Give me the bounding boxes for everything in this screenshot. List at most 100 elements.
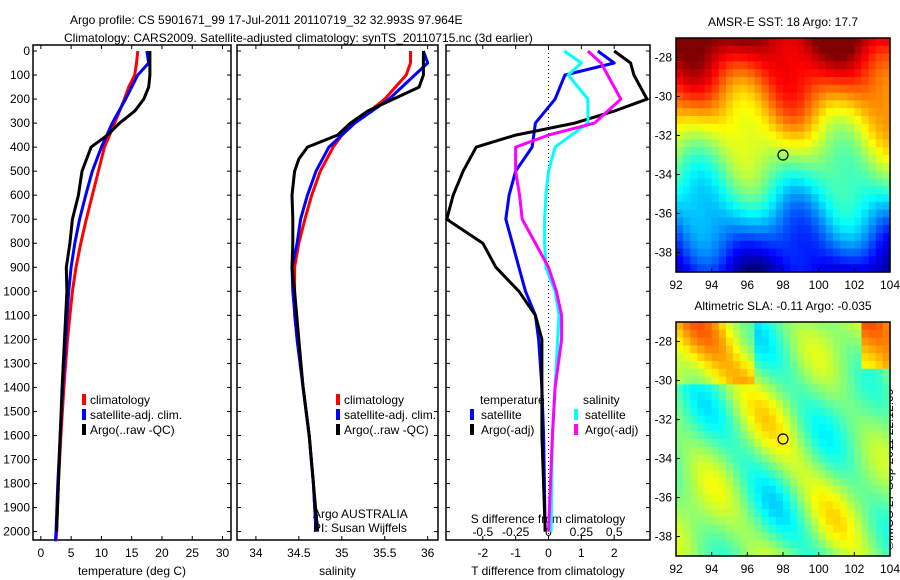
heatmap-cell (818, 178, 827, 187)
heatmap-cell (818, 517, 827, 526)
heatmap-cell (775, 100, 784, 109)
heatmap-cell (868, 100, 877, 109)
heatmap-cell (697, 217, 706, 226)
heatmap-cell (818, 446, 827, 456)
heatmap-cell (875, 92, 884, 101)
heatmap-cell (697, 454, 706, 463)
heatmap-cell (825, 186, 834, 195)
heatmap-cell (861, 61, 870, 70)
heatmap-cell (840, 123, 848, 133)
heatmap-cell (811, 194, 820, 203)
heatmap-cell (697, 439, 706, 448)
heatmap-cell (768, 493, 777, 502)
heatmap-cell (832, 155, 841, 164)
heatmap-cell (683, 84, 691, 94)
heatmap-cell (875, 201, 884, 211)
title-line-2: Climatology: CARS2009. Satellite-adjuste… (64, 31, 533, 45)
heatmap-cell (861, 233, 870, 242)
heatmap-cell (761, 201, 770, 211)
heatmap-cell (804, 53, 813, 62)
heatmap-cell (840, 322, 848, 331)
heatmap-cell (768, 92, 777, 101)
heatmap-cell (747, 100, 756, 109)
heatmap-cell (790, 209, 798, 218)
heatmap-cell (854, 485, 863, 495)
heatmap-cell (840, 201, 848, 211)
heatmap-cell (875, 376, 884, 385)
heatmap-cell (825, 415, 834, 424)
heatmap-cell (875, 240, 884, 250)
heatmap-cell (761, 368, 770, 378)
heatmap-cell (704, 201, 713, 211)
heatmap-cell (811, 225, 820, 234)
heatmap-cell (725, 84, 734, 94)
heatmap-cell (790, 38, 798, 47)
heatmap-cell (832, 131, 841, 140)
heatmap-cell (740, 322, 748, 331)
heatmap-cell (797, 392, 805, 401)
heatmap-cell (783, 264, 791, 273)
heatmap-cell (768, 454, 777, 463)
heatmap-cell (768, 116, 777, 125)
heatmap-cell (797, 240, 805, 250)
heatmap-cell (747, 446, 756, 456)
heatmap-cell (818, 194, 827, 203)
heatmap-cell (718, 116, 727, 125)
heatmap-cell (854, 517, 863, 526)
sst-map-heatmap (676, 38, 891, 273)
heatmap-cell (718, 84, 727, 94)
heatmap-cell (761, 501, 770, 510)
temperature-axes-frame (32, 44, 232, 541)
heatmap-cell (825, 485, 834, 495)
heatmap-cell (683, 139, 691, 148)
heatmap-cell (676, 329, 684, 339)
heatmap-cell (761, 462, 770, 471)
heatmap-cell (676, 100, 684, 109)
heatmap-cell (840, 439, 848, 448)
heatmap-cell (818, 209, 827, 218)
heatmap-cell (882, 217, 891, 226)
heatmap-cell (697, 353, 706, 362)
heatmap-cell (725, 123, 734, 133)
heatmap-cell (832, 353, 841, 362)
heatmap-cell (683, 45, 691, 55)
heatmap-cell (825, 256, 834, 265)
heatmap-cell (847, 446, 855, 456)
heatmap-cell (840, 485, 848, 495)
heatmap-cell (761, 225, 770, 234)
heatmap-cell (797, 361, 805, 370)
heatmap-cell (711, 353, 720, 362)
heatmap-cell (704, 400, 713, 409)
heatmap-cell (840, 155, 848, 164)
heatmap-cell (740, 400, 748, 409)
heatmap-cell (811, 123, 820, 133)
heatmap-cell (854, 139, 863, 148)
heatmap-cell (790, 368, 798, 378)
heatmap-cell (790, 454, 798, 463)
heatmap-cell (882, 423, 891, 432)
heatmap-cell (804, 431, 813, 440)
heatmap-cell (733, 233, 741, 242)
heatmap-cell (676, 139, 684, 148)
heatmap-cell (840, 493, 848, 502)
heatmap-cell (797, 478, 805, 487)
heatmap-cell (768, 345, 777, 354)
heatmap-cell (783, 415, 791, 424)
heatmap-cell (783, 201, 791, 211)
heatmap-cell (704, 454, 713, 463)
heatmap-cell (718, 225, 727, 234)
heatmap-cell (825, 116, 834, 125)
heatmap-cell (882, 233, 891, 242)
heatmap-cell (804, 462, 813, 471)
heatmap-cell (825, 264, 834, 273)
heatmap-cell (854, 454, 863, 463)
heatmap-cell (797, 209, 805, 218)
heatmap-cell (825, 147, 834, 156)
heatmap-cell (704, 524, 713, 534)
heatmap-cell (811, 147, 820, 156)
heatmap-cell (882, 100, 891, 109)
temperature-xtick-label: 0 (38, 546, 45, 560)
heatmap-cell (676, 407, 684, 417)
heatmap-cell (825, 353, 834, 362)
heatmap-cell (725, 470, 734, 479)
